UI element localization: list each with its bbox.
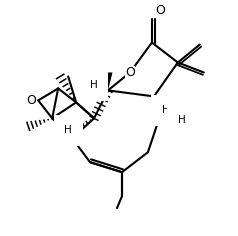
Polygon shape <box>158 116 180 125</box>
Text: H: H <box>178 115 186 125</box>
Text: O: O <box>26 94 36 107</box>
Polygon shape <box>154 96 168 113</box>
Text: O: O <box>155 4 165 17</box>
Text: H: H <box>162 105 170 115</box>
Text: H: H <box>64 125 72 135</box>
Text: O: O <box>125 66 135 79</box>
Text: H: H <box>90 80 98 90</box>
Polygon shape <box>104 72 113 90</box>
